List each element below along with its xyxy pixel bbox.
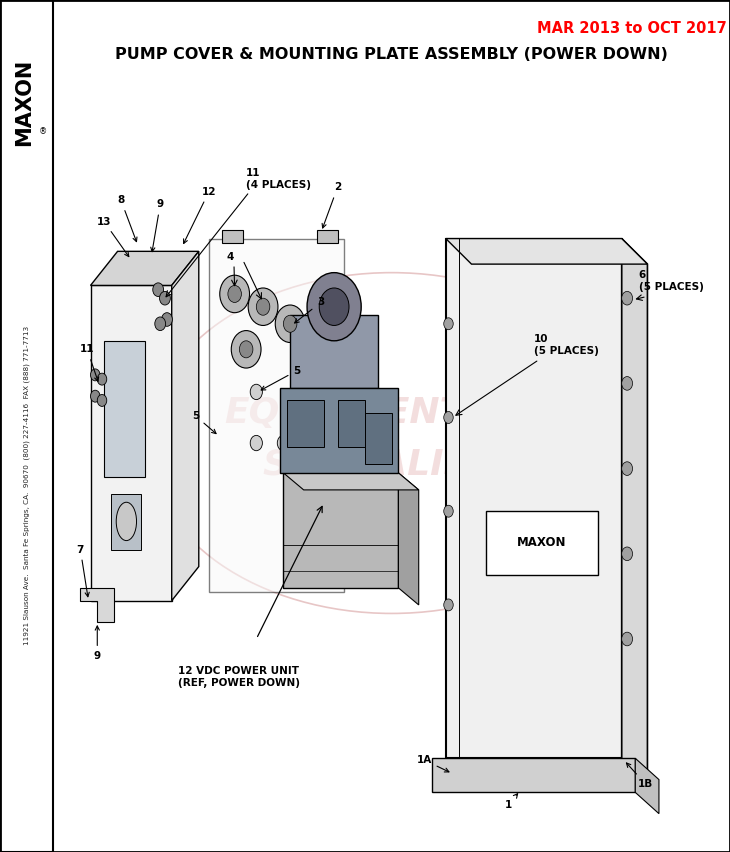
Circle shape [231,331,261,368]
Polygon shape [635,758,659,814]
Circle shape [444,599,453,611]
Text: 13: 13 [97,216,128,256]
Bar [337,400,364,447]
Ellipse shape [116,502,137,541]
Text: 12: 12 [183,187,216,244]
Text: 12 VDC POWER UNIT
(REF, POWER DOWN): 12 VDC POWER UNIT (REF, POWER DOWN) [178,666,301,688]
Polygon shape [622,239,648,784]
Circle shape [622,462,633,475]
Circle shape [97,394,107,406]
Circle shape [250,435,262,451]
Polygon shape [223,230,243,243]
Text: 2: 2 [322,182,341,228]
Polygon shape [172,251,199,601]
Bar [287,400,324,447]
Circle shape [444,412,453,423]
Polygon shape [446,239,648,264]
Bar [364,413,392,464]
Polygon shape [399,473,419,605]
Text: 6
(5 PLACES): 6 (5 PLACES) [639,270,704,292]
Text: EQUIPMENT: EQUIPMENT [224,396,464,430]
Text: 1A: 1A [417,755,449,772]
Polygon shape [91,251,199,285]
Polygon shape [280,388,399,473]
Text: 9: 9 [93,626,101,661]
Polygon shape [283,473,419,490]
Text: 5: 5 [192,411,216,434]
Text: 8: 8 [118,195,137,242]
Circle shape [622,547,633,561]
Circle shape [248,288,278,325]
Text: 11: 11 [80,344,99,382]
Circle shape [155,317,166,331]
Polygon shape [209,239,345,592]
Text: PUMP COVER & MOUNTING PLATE ASSEMBLY (POWER DOWN): PUMP COVER & MOUNTING PLATE ASSEMBLY (PO… [115,47,668,62]
Polygon shape [80,588,114,622]
Polygon shape [318,230,337,243]
Circle shape [444,505,453,517]
Text: 1B: 1B [626,763,653,789]
Circle shape [319,288,349,325]
Text: SPECIALISTS: SPECIALISTS [263,447,520,481]
Text: 11921 Slauson Ave.  Santa Fe Springs, CA.  90670  (800) 227-4116  FAX (888) 771-: 11921 Slauson Ave. Santa Fe Springs, CA.… [23,326,30,645]
Text: MAR 2013 to OCT 2017: MAR 2013 to OCT 2017 [537,21,726,37]
Text: inc: inc [517,448,533,458]
Polygon shape [283,473,399,588]
Text: 10
(5 PLACES): 10 (5 PLACES) [534,334,599,356]
Text: MAXON: MAXON [517,536,566,550]
FancyBboxPatch shape [486,511,598,575]
Circle shape [91,390,100,402]
Polygon shape [104,341,145,477]
Text: 5: 5 [261,366,301,390]
Circle shape [91,369,100,381]
Circle shape [283,315,297,332]
Circle shape [622,291,633,305]
Circle shape [228,285,242,302]
Circle shape [220,275,250,313]
Circle shape [160,291,170,305]
Circle shape [250,384,262,400]
Text: 4: 4 [227,252,234,262]
Circle shape [622,632,633,646]
Circle shape [275,305,305,343]
Circle shape [622,377,633,390]
Circle shape [277,435,290,451]
Circle shape [97,373,107,385]
Text: 7: 7 [77,544,89,596]
Text: 9: 9 [151,199,164,251]
Polygon shape [111,494,142,550]
Text: ®: ® [39,128,47,136]
Circle shape [307,273,361,341]
Polygon shape [290,315,378,388]
Circle shape [256,298,270,315]
Polygon shape [91,285,172,601]
Circle shape [239,341,253,358]
Polygon shape [432,758,635,792]
Circle shape [444,318,453,330]
Text: 11
(4 PLACES): 11 (4 PLACES) [246,168,311,190]
Circle shape [153,283,164,296]
Polygon shape [446,239,622,758]
Text: 1: 1 [504,794,518,810]
Text: MAXON: MAXON [14,59,34,146]
Text: 3: 3 [295,297,324,323]
Circle shape [161,313,172,326]
